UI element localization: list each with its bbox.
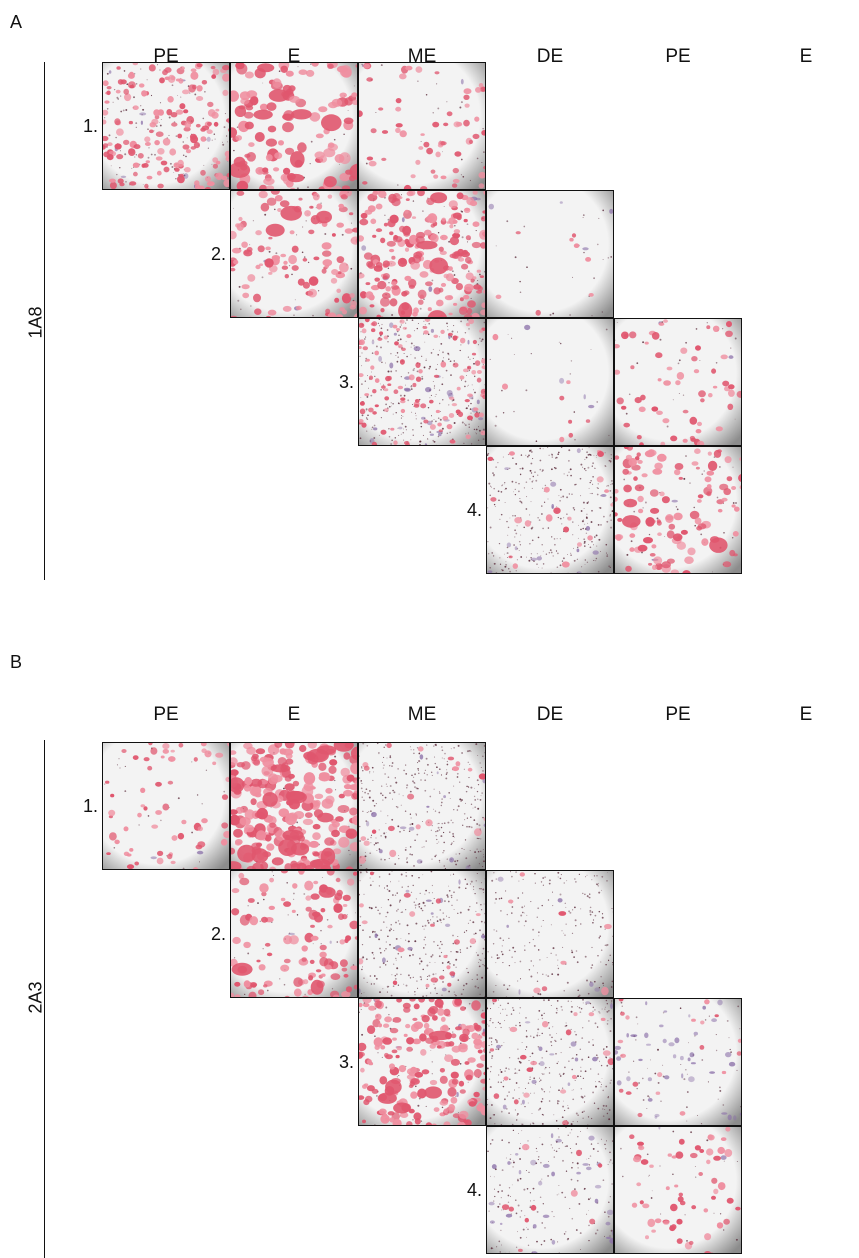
column-header: E xyxy=(287,704,301,725)
micrograph-tile xyxy=(358,998,486,1126)
side-bracket-line xyxy=(44,62,45,580)
micrograph-tile xyxy=(358,62,486,190)
micrograph-tile xyxy=(102,62,230,190)
micrograph-image xyxy=(103,63,229,189)
side-bracket-line xyxy=(44,740,45,1258)
micrograph-image xyxy=(487,319,613,445)
micrograph-image xyxy=(487,871,613,997)
column-header: DE xyxy=(536,704,564,725)
micrograph-image xyxy=(231,191,357,317)
row-label: 3. xyxy=(338,1052,354,1072)
column-header: PE xyxy=(665,704,691,725)
column-header: PE xyxy=(665,46,691,67)
micrograph-tile xyxy=(486,998,614,1126)
micrograph-image xyxy=(359,191,485,317)
column-header: ME xyxy=(407,704,437,725)
row-label: 1. xyxy=(82,796,98,816)
side-label: 1A8 xyxy=(25,306,46,339)
panel-a: A 1A8 PE E ME DE PE E 1. 2. 3. 4. xyxy=(0,0,859,600)
micrograph-image xyxy=(359,319,485,445)
micrograph-tile xyxy=(230,870,358,998)
micrograph-tile xyxy=(358,870,486,998)
column-header: E xyxy=(799,46,813,67)
micrograph-image xyxy=(231,871,357,997)
micrograph-image xyxy=(359,871,485,997)
micrograph-tile xyxy=(230,62,358,190)
column-header: PE xyxy=(153,704,179,725)
row-label: 4. xyxy=(466,1180,482,1200)
micrograph-tile xyxy=(358,742,486,870)
micrograph-tile xyxy=(486,870,614,998)
row-label: 1. xyxy=(82,116,98,136)
micrograph-tile xyxy=(614,446,742,574)
micrograph-image xyxy=(359,63,485,189)
micrograph-tile xyxy=(358,190,486,318)
micrograph-image xyxy=(615,319,741,445)
panel-letter: A xyxy=(10,12,23,32)
micrograph-image xyxy=(487,447,613,573)
micrograph-image xyxy=(615,1127,741,1253)
row-label: 3. xyxy=(338,372,354,392)
micrograph-image xyxy=(359,999,485,1125)
row-label: 2. xyxy=(210,244,226,264)
micrograph-tile xyxy=(358,318,486,446)
micrograph-image xyxy=(487,191,613,317)
micrograph-tile xyxy=(486,1126,614,1254)
micrograph-tile xyxy=(614,318,742,446)
micrograph-tile xyxy=(486,318,614,446)
column-header: E xyxy=(799,704,813,725)
panel-b: B 2A3 PE E ME DE PE E 1. 2. 3. 4. xyxy=(0,640,859,1258)
micrograph-tile xyxy=(230,742,358,870)
micrograph-image xyxy=(231,63,357,189)
column-header: PE xyxy=(153,46,179,67)
micrograph-tile xyxy=(614,1126,742,1254)
column-header: DE xyxy=(536,46,564,67)
micrograph-image xyxy=(359,743,485,869)
micrograph-tile xyxy=(614,998,742,1126)
side-label: 2A3 xyxy=(25,981,46,1014)
micrograph-tile xyxy=(230,190,358,318)
micrograph-image xyxy=(231,743,357,869)
micrograph-tile xyxy=(486,446,614,574)
micrograph-image xyxy=(103,743,229,869)
column-header: ME xyxy=(407,46,437,67)
micrograph-image xyxy=(615,999,741,1125)
micrograph-tile xyxy=(102,742,230,870)
micrograph-image xyxy=(487,1127,613,1253)
micrograph-image xyxy=(487,999,613,1125)
micrograph-image xyxy=(615,447,741,573)
row-label: 4. xyxy=(466,500,482,520)
row-label: 2. xyxy=(210,924,226,944)
panel-letter: B xyxy=(10,652,23,672)
micrograph-tile xyxy=(486,190,614,318)
column-header: E xyxy=(287,46,301,67)
